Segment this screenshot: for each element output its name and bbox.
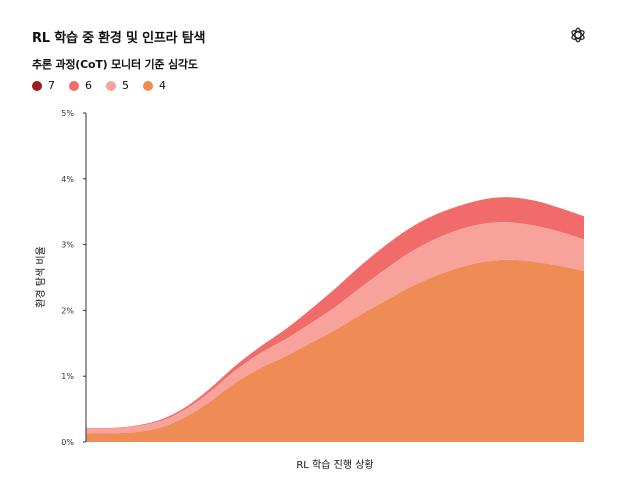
legend-swatch [106,80,116,91]
legend-swatch [143,80,153,91]
y-tick-label: 4% [61,175,74,184]
area-series-4 [86,259,584,442]
y-axis-title: 환경 탐색 비율 [34,246,47,308]
legend-label: 5 [122,79,129,92]
openai-logo-icon[interactable] [569,26,587,44]
y-tick-label: 1% [61,372,74,381]
y-tick-label: 2% [61,306,74,315]
legend-label: 7 [48,79,55,92]
x-axis-title: RL 학습 진행 상황 [296,459,373,471]
y-tick-label: 3% [61,241,74,250]
legend-swatch [69,80,79,91]
legend-item-4[interactable]: 4 [143,79,166,92]
legend-label: 6 [85,79,92,92]
y-tick-label: 5% [61,109,74,118]
chart-title: RL 학습 중 환경 및 인프라 탐색 [32,31,206,46]
legend-item-5[interactable]: 5 [106,79,129,92]
chart-subtitle: 추론 과정(CoT) 모니터 기준 심각도 [32,58,198,71]
area-series-6 [86,197,584,429]
legend: 7 6 5 4 [32,79,166,92]
area-series-5 [86,222,584,434]
legend-swatch [32,80,42,91]
legend-label: 4 [159,79,166,92]
legend-item-6[interactable]: 6 [69,79,92,92]
legend-item-7[interactable]: 7 [32,79,55,92]
y-tick-label: 0% [61,438,74,447]
y-ticks: 0% 1% 2% 3% 4% 5% [61,109,86,447]
area-layers [86,197,584,442]
